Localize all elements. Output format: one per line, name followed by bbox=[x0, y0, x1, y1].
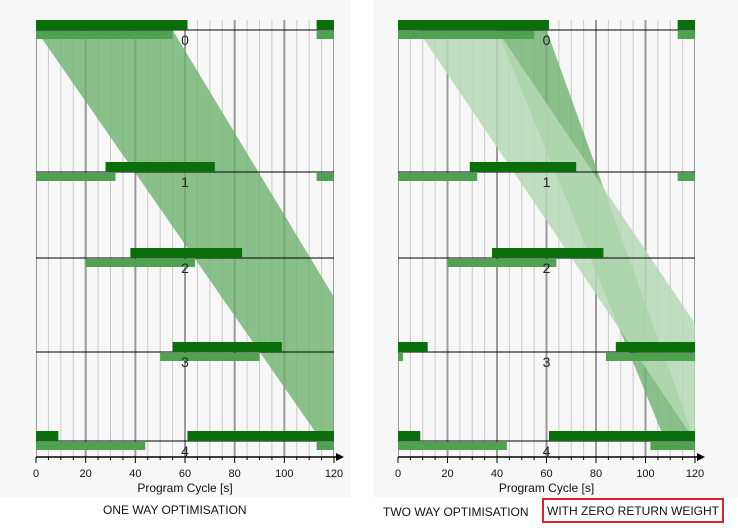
x-tick-label: 120 bbox=[325, 468, 343, 480]
station-label: 2 bbox=[543, 260, 551, 276]
green-window bbox=[677, 20, 695, 30]
x-axis-label: Program Cycle [s] bbox=[499, 481, 594, 495]
return-green-window bbox=[677, 173, 695, 181]
x-tick-label: 60 bbox=[179, 468, 191, 480]
x-tick-label: 80 bbox=[229, 468, 241, 480]
station-label: 3 bbox=[181, 354, 189, 370]
green-window bbox=[187, 431, 334, 441]
x-tick-label: 40 bbox=[129, 468, 141, 480]
station-label: 4 bbox=[181, 443, 189, 459]
station-label: 2 bbox=[181, 260, 189, 276]
station-label: 4 bbox=[543, 443, 551, 459]
plot-area bbox=[36, 20, 334, 457]
progression-band-outbound bbox=[417, 30, 695, 441]
x-tick-label: 100 bbox=[275, 468, 293, 480]
x-tick-label: 0 bbox=[395, 468, 401, 480]
x-tick-label: 0 bbox=[33, 468, 39, 480]
green-window bbox=[469, 162, 577, 172]
station-label: 1 bbox=[181, 174, 189, 190]
green-window bbox=[548, 431, 695, 441]
x-tick-label: 100 bbox=[636, 468, 654, 480]
x-axis-arrow-icon bbox=[336, 453, 344, 461]
x-axis-label: Program Cycle [s] bbox=[137, 481, 232, 495]
green-window bbox=[36, 20, 188, 30]
return-green-window bbox=[160, 353, 260, 361]
return-green-window bbox=[316, 31, 334, 39]
green-window bbox=[130, 248, 243, 258]
plot-area bbox=[398, 20, 695, 457]
progression-band-outbound bbox=[36, 30, 334, 441]
green-window bbox=[316, 20, 334, 30]
caption-one-way: ONE WAY OPTIMISATION bbox=[103, 503, 247, 517]
return-green-window bbox=[605, 353, 695, 361]
return-green-window bbox=[316, 173, 334, 181]
x-tick-label: 120 bbox=[686, 468, 704, 480]
station-label: 0 bbox=[181, 32, 189, 48]
green-window bbox=[492, 248, 604, 258]
x-tick-label: 80 bbox=[590, 468, 602, 480]
caption-zero-return-weight: WITH ZERO RETURN WEIGHT bbox=[542, 498, 724, 523]
green-window bbox=[36, 431, 59, 441]
return-green-window bbox=[677, 31, 695, 39]
return-green-window bbox=[398, 442, 507, 450]
station-label: 3 bbox=[543, 354, 551, 370]
station-label: 1 bbox=[543, 174, 551, 190]
x-tick-label: 40 bbox=[491, 468, 503, 480]
return-green-window bbox=[36, 31, 173, 39]
return-green-window bbox=[85, 259, 195, 267]
x-tick-label: 20 bbox=[441, 468, 453, 480]
x-tick-label: 60 bbox=[540, 468, 552, 480]
return-green-window bbox=[398, 353, 403, 361]
return-green-window bbox=[398, 31, 535, 39]
green-window bbox=[105, 162, 215, 172]
green-window bbox=[398, 342, 428, 352]
x-axis-arrow-icon bbox=[697, 453, 705, 461]
green-window bbox=[615, 342, 695, 352]
return-green-window bbox=[398, 173, 478, 181]
return-green-window bbox=[650, 442, 695, 450]
return-green-window bbox=[447, 259, 557, 267]
station-label: 0 bbox=[543, 32, 551, 48]
green-window bbox=[172, 342, 282, 352]
return-green-window bbox=[36, 442, 146, 450]
green-window bbox=[398, 20, 549, 30]
return-green-window bbox=[316, 442, 334, 450]
return-green-window bbox=[36, 173, 116, 181]
caption-two-way: TWO WAY OPTIMISATION bbox=[383, 505, 529, 519]
green-window bbox=[398, 431, 421, 441]
x-tick-label: 20 bbox=[80, 468, 92, 480]
